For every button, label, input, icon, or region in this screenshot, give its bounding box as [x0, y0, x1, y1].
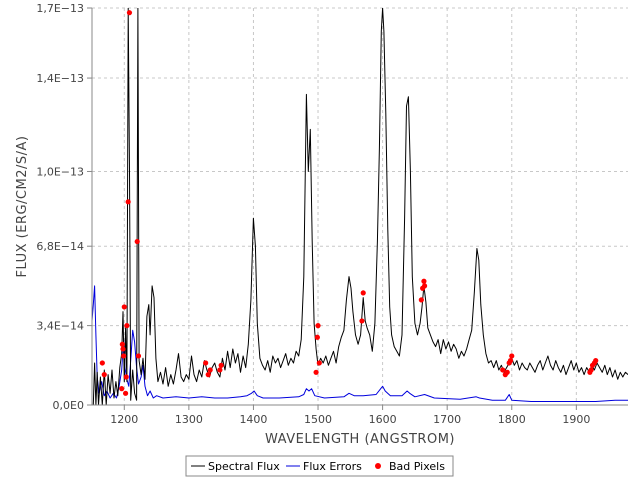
bad-pixel-point: [134, 238, 140, 245]
legend-label-bad-pixels: Bad Pixels: [389, 460, 445, 473]
y-tick-label: 3,4E−14: [36, 320, 84, 333]
x-tick-label: 1500: [304, 413, 332, 426]
plot-background: [92, 8, 628, 405]
x-tick-label: 1600: [369, 413, 397, 426]
y-tick-label: 6,8E−14: [36, 240, 84, 253]
bad-pixel-point: [359, 318, 365, 324]
bad-pixel-point: [421, 278, 427, 284]
x-tick-label: 1300: [175, 413, 203, 426]
bad-pixel-point: [135, 353, 142, 359]
legend-swatch-bad-pixels: [375, 463, 381, 469]
bad-pixel-point: [121, 353, 127, 359]
bad-pixel-point: [509, 353, 515, 359]
bad-pixel-point: [593, 358, 599, 364]
bad-pixel-point: [218, 362, 224, 368]
legend-box: [185, 455, 454, 477]
series-layer: [92, 8, 628, 405]
series-line-spectral-flux: [92, 8, 628, 405]
bad-pixel-point: [120, 346, 126, 352]
legend-label-spectral-flux: Spectral Flux: [208, 460, 280, 473]
bad-pixel-point: [119, 341, 125, 347]
y-tick-label: 1,7E−13: [36, 2, 84, 15]
bad-pixel-point: [121, 304, 127, 310]
bad-pixel-point: [99, 360, 105, 366]
bad-pixel-point: [207, 367, 213, 373]
x-tick-label: 1700: [433, 413, 461, 426]
bad-pixel-point: [316, 360, 322, 366]
bad-pixel-point: [313, 369, 319, 375]
bad-pixel-point: [125, 199, 131, 205]
bad-pixel-point: [360, 290, 366, 296]
plot-area: [91, 7, 628, 406]
bad-pixel-point: [500, 367, 506, 373]
legend-label-flux-errors: Flux Errors: [303, 460, 362, 473]
bad-pixel-point: [421, 283, 428, 289]
bad-pixel-point: [205, 372, 211, 378]
bad-pixel-point: [217, 367, 223, 373]
bad-pixel-point: [122, 390, 129, 396]
y-tick-label: 1,4E−13: [36, 72, 84, 85]
bad-pixel-point: [203, 360, 209, 366]
y-axis-label: FLUX (ERG/CM2/S/A): [15, 136, 30, 278]
x-tick-label: 1200: [110, 413, 138, 426]
bad-pixel-point: [123, 374, 129, 380]
bad-pixel-point: [588, 367, 594, 373]
bad-pixel-point: [315, 323, 321, 329]
legend: Spectral Flux Flux Errors Bad Pixels: [185, 455, 454, 477]
bad-pixel-point: [504, 369, 510, 375]
bad-pixel-point: [314, 334, 320, 340]
x-tick-label: 1400: [239, 413, 267, 426]
y-tick-label: 1,0E−13: [36, 165, 84, 178]
x-tick-label: 1800: [498, 413, 526, 426]
bad-pixels-layer: [99, 10, 599, 396]
bad-pixel-point: [507, 358, 514, 364]
bad-pixel-point: [101, 372, 107, 378]
bad-pixel-point: [119, 386, 125, 392]
bad-pixel-point: [126, 10, 133, 16]
y-tick-label: 0,0E0: [53, 399, 84, 412]
tick-labels: 1200 1300 1400 1500 1600 1700 1800 1900 0,0E0 3,4…: [36, 2, 590, 426]
bad-pixel-point: [418, 297, 424, 303]
x-tick-label: 1900: [562, 413, 590, 426]
series-line-flux-errors: [92, 285, 628, 402]
bad-pixel-point: [124, 323, 130, 329]
x-axis-label: WAVELENGTH (ANGSTROM): [265, 432, 455, 447]
